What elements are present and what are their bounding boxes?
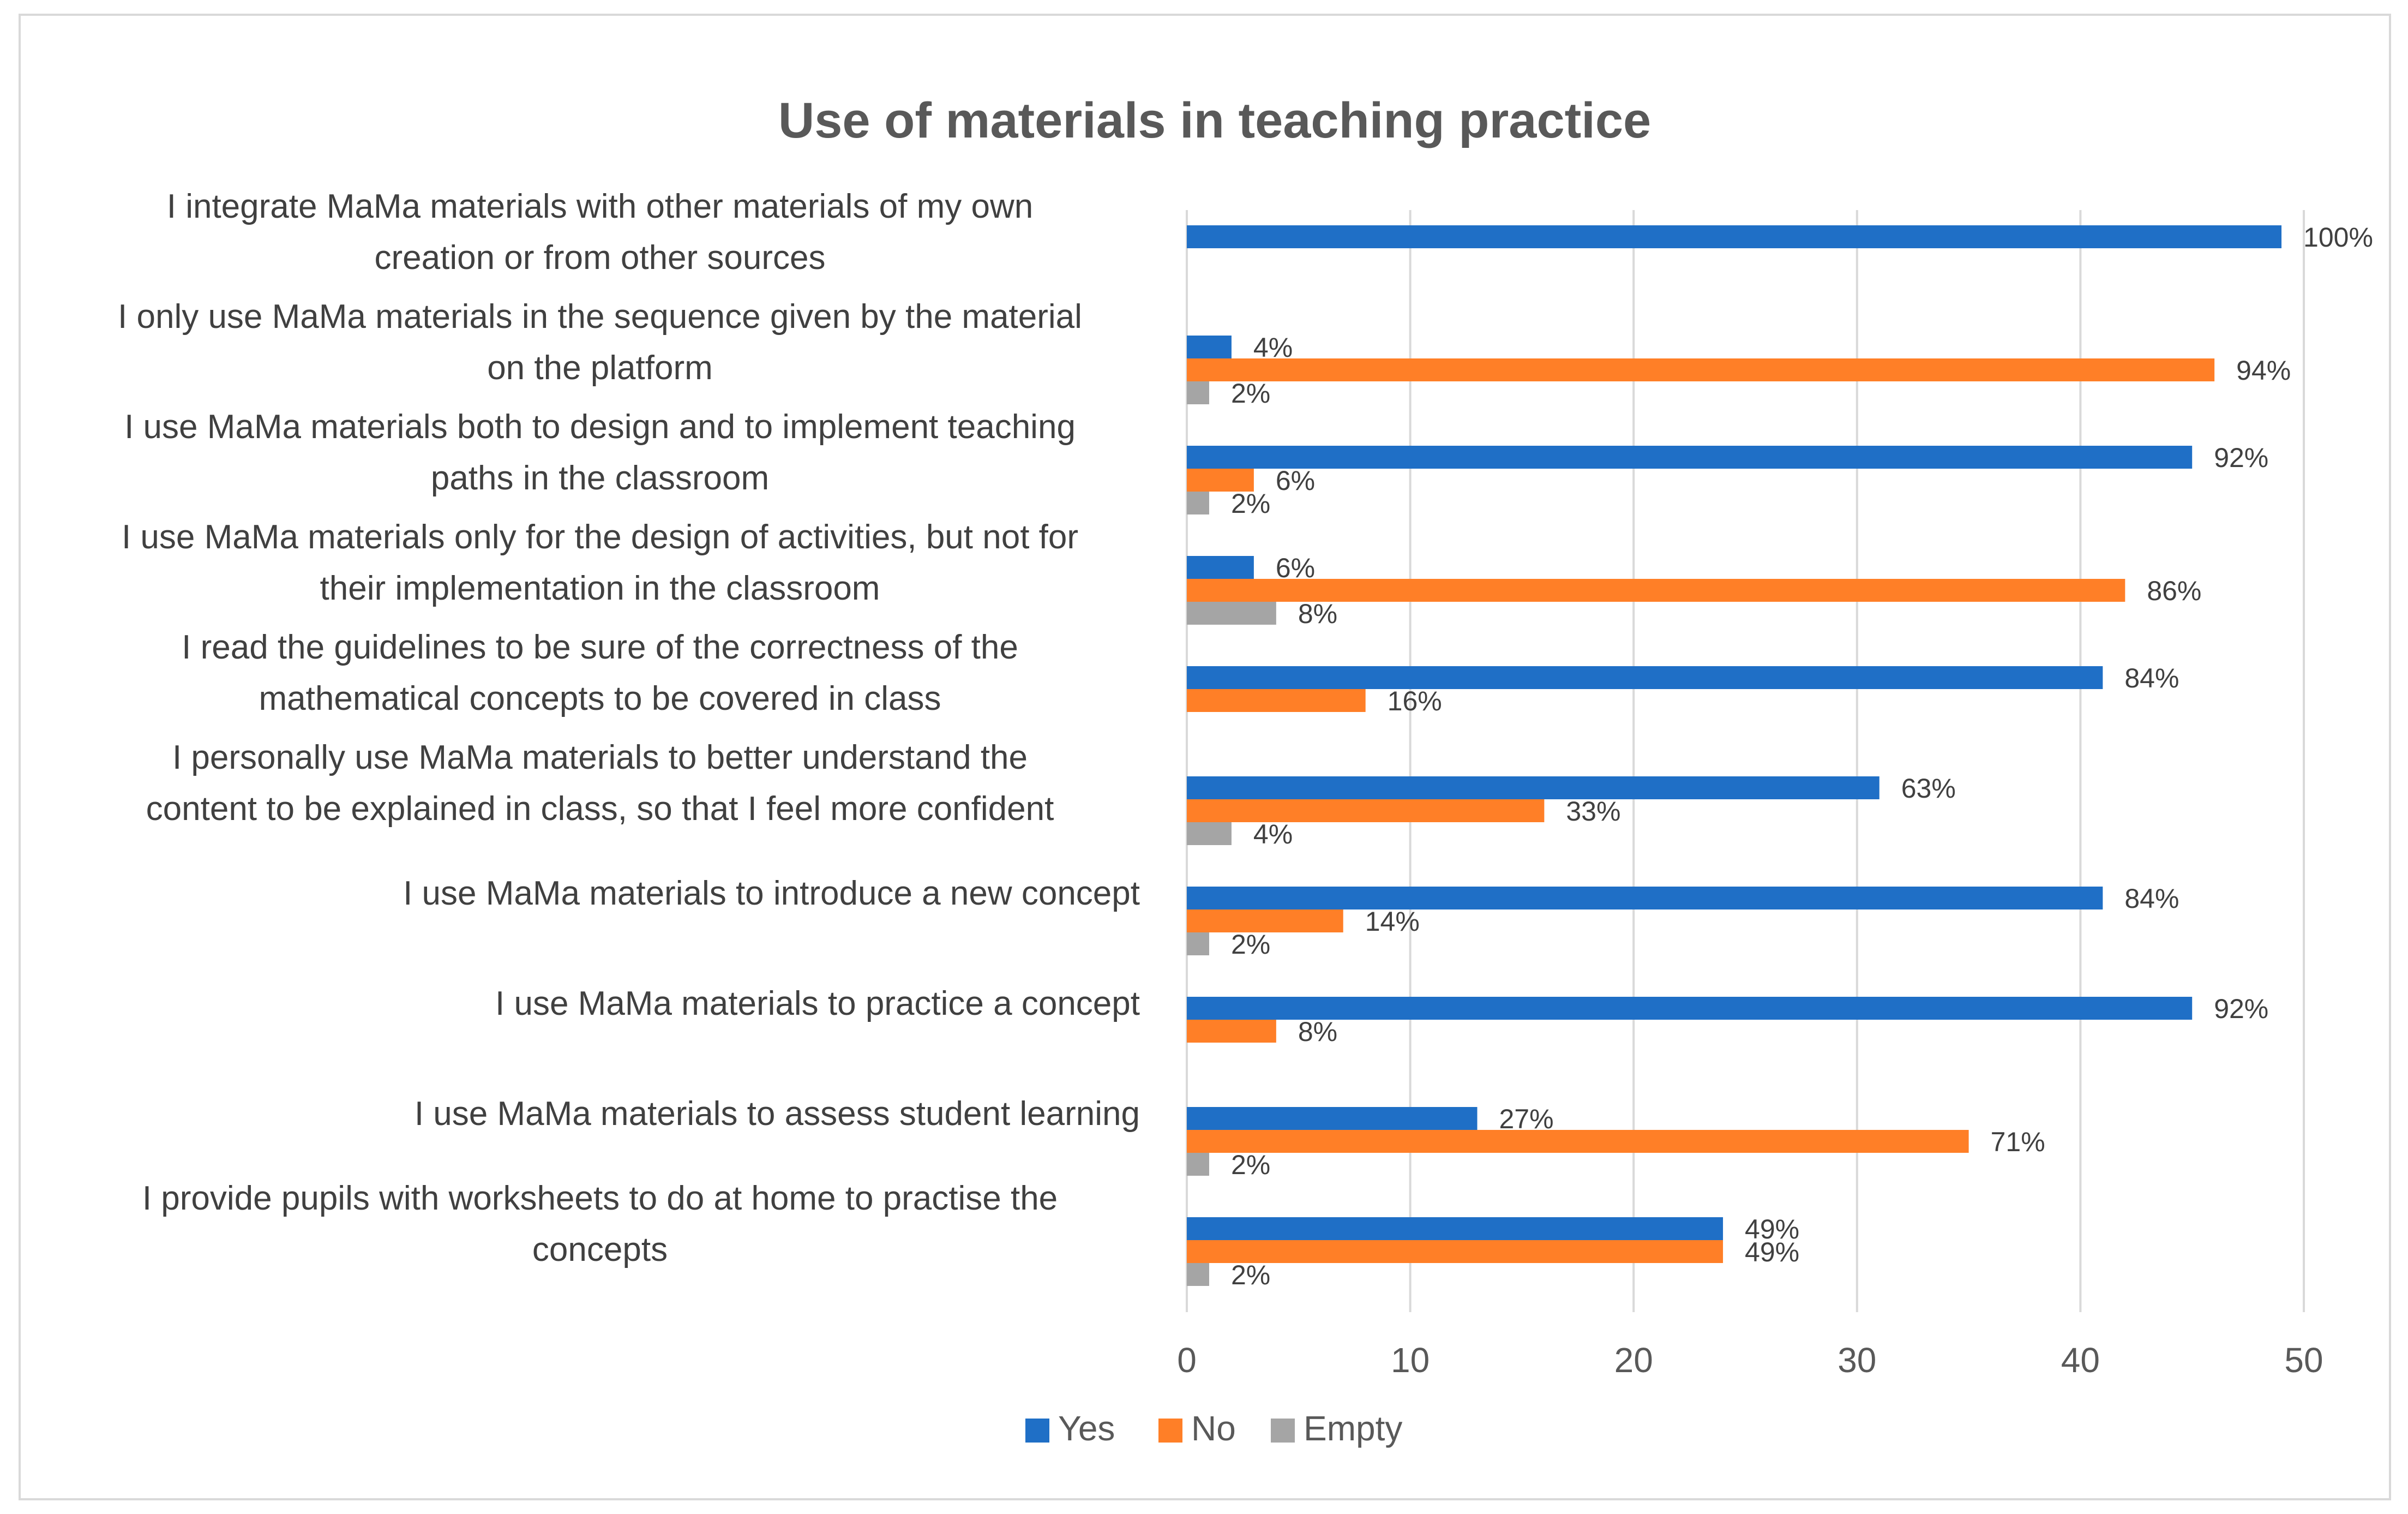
data-label: 92%: [2214, 442, 2268, 473]
data-label: 49%: [1745, 1237, 1799, 1267]
data-label: 2%: [1231, 1260, 1270, 1290]
legend-label-yes: Yes: [1058, 1409, 1115, 1448]
category-label: I only use MaMa materials in the sequenc…: [118, 298, 1082, 336]
bar-empty: [1187, 932, 1209, 955]
category-label: I provide pupils with worksheets to do a…: [142, 1180, 1058, 1217]
data-label: 84%: [2124, 663, 2179, 693]
bar-yes: [1187, 1217, 1724, 1240]
bar-empty: [1187, 822, 1232, 845]
bar-no: [1187, 909, 1343, 932]
category-label: on the platform: [487, 349, 713, 387]
category-label: I use MaMa materials to assess student l…: [415, 1095, 1140, 1133]
category-label: I use MaMa materials both to design and …: [124, 408, 1076, 446]
legend-swatch-no: [1158, 1419, 1182, 1443]
category-label: I use MaMa materials to introduce a new …: [403, 875, 1140, 912]
bar-empty: [1187, 602, 1276, 625]
bar-no: [1187, 1020, 1276, 1043]
bar-no: [1187, 469, 1254, 492]
legend-swatch-empty: [1271, 1419, 1295, 1443]
data-label: 2%: [1231, 1150, 1270, 1180]
category-label: I use MaMa materials to practice a conce…: [495, 985, 1140, 1022]
data-label: 4%: [1253, 332, 1293, 363]
bar-yes: [1187, 776, 1879, 799]
data-label: 14%: [1365, 906, 1420, 937]
data-label: 33%: [1566, 796, 1620, 827]
x-tick-label: 50: [2284, 1341, 2323, 1380]
data-label: 27%: [1499, 1104, 1553, 1134]
chart-title: Use of materials in teaching practice: [778, 93, 1651, 148]
category-label: paths in the classroom: [431, 459, 769, 497]
x-tick-label: 40: [2061, 1341, 2100, 1380]
bar-yes: [1187, 225, 2282, 248]
data-label: 92%: [2214, 994, 2268, 1024]
bar-yes: [1187, 666, 2103, 689]
data-label: 8%: [1298, 599, 1337, 629]
category-label: content to be explained in class, so tha…: [146, 790, 1054, 828]
data-label: 2%: [1231, 378, 1270, 409]
x-tick-label: 20: [1614, 1341, 1653, 1380]
data-label: 2%: [1231, 488, 1270, 519]
category-label: their implementation in the classroom: [320, 570, 880, 607]
category-label: I read the guidelines to be sure of the …: [182, 629, 1018, 666]
bar-no: [1187, 1240, 1724, 1263]
bar-empty: [1187, 1263, 1209, 1286]
data-label: 84%: [2124, 883, 2179, 914]
data-label: 86%: [2147, 576, 2201, 606]
data-label: 94%: [2236, 355, 2291, 386]
x-tick-label: 10: [1391, 1341, 1430, 1380]
bar-empty: [1187, 492, 1209, 514]
data-label: 100%: [2303, 222, 2373, 253]
data-label: 2%: [1231, 929, 1270, 960]
bar-yes: [1187, 556, 1254, 579]
legend-swatch-yes: [1025, 1419, 1049, 1443]
bar-no: [1187, 579, 2125, 602]
data-label: 6%: [1276, 553, 1315, 583]
category-label: mathematical concepts to be covered in c…: [259, 680, 941, 717]
bar-no: [1187, 689, 1366, 712]
legend-label-no: No: [1191, 1409, 1236, 1448]
bar-yes: [1187, 446, 2193, 469]
legend: Yes No Empty: [1025, 1409, 1402, 1448]
category-label: creation or from other sources: [374, 239, 825, 277]
x-tick-label: 30: [1837, 1341, 1876, 1380]
data-label: 4%: [1253, 819, 1293, 849]
bar-yes: [1187, 997, 2193, 1020]
bar-yes: [1187, 1107, 1478, 1130]
data-label: 63%: [1901, 773, 1956, 804]
bar-empty: [1187, 1153, 1209, 1176]
bar-yes: [1187, 336, 1232, 358]
category-label: I use MaMa materials only for the design…: [122, 518, 1078, 556]
data-label: 71%: [1991, 1127, 2045, 1157]
data-label: 49%: [1745, 1214, 1799, 1244]
category-label: I personally use MaMa materials to bette…: [172, 739, 1028, 776]
x-tick-label: 0: [1177, 1341, 1197, 1380]
bar-no: [1187, 799, 1545, 822]
category-label: I integrate MaMa materials with other ma…: [167, 188, 1033, 225]
bar-no: [1187, 358, 2215, 381]
data-label: 16%: [1388, 686, 1442, 716]
bar-yes: [1187, 887, 2103, 909]
legend-label-empty: Empty: [1304, 1409, 1402, 1448]
bar-no: [1187, 1130, 1969, 1153]
category-label: concepts: [532, 1231, 668, 1268]
data-label: 8%: [1298, 1016, 1337, 1047]
data-label: 6%: [1276, 465, 1315, 496]
bar-empty: [1187, 381, 1209, 404]
